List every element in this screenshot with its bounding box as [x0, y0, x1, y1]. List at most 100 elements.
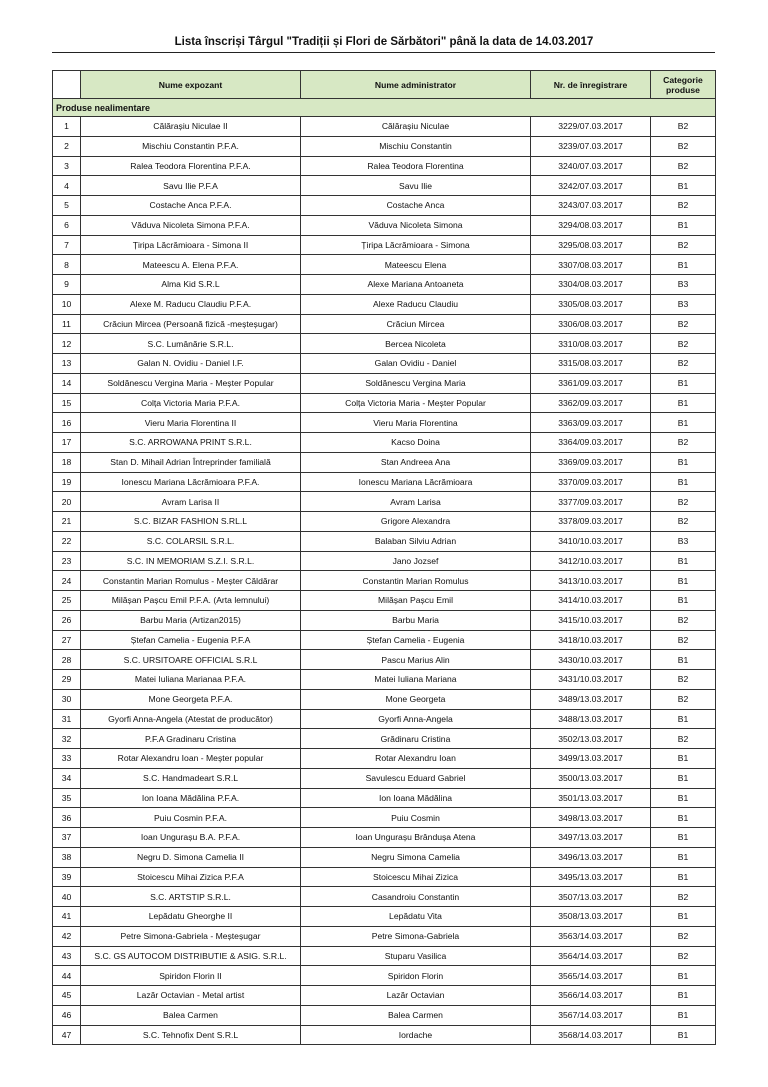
header-exhibitor: Nume expozant [80, 70, 301, 99]
product-category: B2 [650, 669, 716, 690]
row-number: 16 [52, 412, 81, 433]
administrator-name: Văduva Nicoleta Simona [300, 214, 531, 236]
table-row: 7 Țiripa Lăcrămioara - Simona II Țiripa Lă… [52, 234, 716, 256]
row-number: 38 [52, 846, 81, 868]
product-category: B1 [650, 985, 716, 1006]
row-number: 13 [52, 353, 81, 374]
table-row: 40 S.C. ARTSTIP S.R.L. Casandroiu Constant… [52, 886, 716, 907]
administrator-name: Crăciun Mircea [300, 313, 531, 335]
product-category: B1 [650, 708, 716, 730]
product-category: B1 [650, 787, 716, 809]
row-number: 12 [52, 333, 81, 354]
registration-number: 3410/10.03.2017 [530, 530, 651, 552]
registration-number: 3363/09.03.2017 [530, 412, 651, 433]
exhibitor-name: Ralea Teodora Florentina P.F.A. [80, 155, 301, 177]
product-category: B1 [650, 807, 716, 828]
product-category: B1 [650, 649, 716, 670]
row-number: 36 [52, 807, 81, 828]
table-row: 36 Puiu Cosmin P.F.A. Puiu Cosmin 3498/13.0… [52, 807, 716, 828]
exhibitor-name: S.C. Tehnofix Dent S.R.L [80, 1024, 301, 1046]
registration-number: 3378/09.03.2017 [530, 511, 651, 532]
table-row: 26 Barbu Maria (Artizan2015) Barbu Maria 34… [52, 609, 716, 631]
exhibitor-name: Stoicescu Mihai Zizica P.F.A [80, 866, 301, 888]
administrator-name: Galan Ovidiu - Daniel [300, 353, 531, 374]
administrator-name: Grigore Alexandra [300, 511, 531, 532]
exhibitor-name: Lazăr Octavian - Metal artist [80, 985, 301, 1006]
product-category: B2 [650, 886, 716, 907]
row-number: 10 [52, 293, 81, 315]
registration-number: 3430/10.03.2017 [530, 649, 651, 670]
product-category: B2 [650, 925, 716, 947]
table-row: 39 Stoicescu Mihai Zizica P.F.A Stoicescu … [52, 866, 716, 888]
row-number: 41 [52, 906, 81, 927]
table-row: 9 Alma Kid S.R.L Alexe Mariana Antoaneta 33… [52, 274, 716, 295]
row-number: 28 [52, 649, 81, 670]
registration-number: 3306/08.03.2017 [530, 313, 651, 335]
registration-number: 3370/09.03.2017 [530, 471, 651, 493]
registration-number: 3242/07.03.2017 [530, 175, 651, 196]
row-number: 43 [52, 945, 81, 967]
registration-number: 3315/08.03.2017 [530, 353, 651, 374]
product-category: B2 [650, 629, 716, 651]
table-row: 1 Călărașiu Niculae II Călărașiu Niculae 32… [52, 116, 716, 137]
registration-number: 3564/14.03.2017 [530, 945, 651, 967]
administrator-name: Mateescu Elena [300, 254, 531, 275]
product-category: B1 [650, 1024, 716, 1046]
administrator-name: Matei Iuliana Mariana [300, 669, 531, 690]
row-number: 33 [52, 748, 81, 769]
registration-number: 3497/13.03.2017 [530, 827, 651, 848]
exhibitor-name: S.C. BIZAR FASHION S.RL.L [80, 511, 301, 532]
administrator-name: Barbu Maria [300, 609, 531, 631]
exhibitor-name: Alma Kid S.R.L [80, 274, 301, 295]
registration-number: 3239/07.03.2017 [530, 135, 651, 157]
exhibitor-name: Lepădatu Gheorghe II [80, 906, 301, 927]
exhibitor-name: Rotar Alexandru Ioan - Meșter popular [80, 748, 301, 769]
product-category: B3 [650, 530, 716, 552]
administrator-name: Gyorfi Anna-Angela [300, 708, 531, 730]
administrator-name: Vieru Maria Florentina [300, 412, 531, 433]
registration-number: 3500/13.03.2017 [530, 767, 651, 789]
exhibitor-name: Alexe M. Raducu Claudiu P.F.A. [80, 293, 301, 315]
row-number: 24 [52, 570, 81, 591]
administrator-name: Stoicescu Mihai Zizica [300, 866, 531, 888]
table-row: 34 S.C. Handmadeart S.R.L Savulescu Eduard… [52, 767, 716, 789]
exhibitor-name: Soldănescu Vergina Maria - Meșter Popula… [80, 372, 301, 394]
row-number: 40 [52, 886, 81, 907]
administrator-name: Balaban Silviu Adrian [300, 530, 531, 552]
registration-number: 3240/07.03.2017 [530, 155, 651, 177]
administrator-name: Rotar Alexandru Ioan [300, 748, 531, 769]
row-number: 42 [52, 925, 81, 947]
product-category: B1 [650, 214, 716, 236]
table-row: 23 S.C. IN MEMORIAM S.Z.I. S.R.L. Jano Joz… [52, 550, 716, 572]
registration-number: 3563/14.03.2017 [530, 925, 651, 947]
administrator-name: Călărașiu Niculae [300, 116, 531, 137]
registration-number: 3565/14.03.2017 [530, 965, 651, 986]
table-row: 14 Soldănescu Vergina Maria - Meșter Popu… [52, 372, 716, 394]
row-number: 2 [52, 135, 81, 157]
registration-number: 3361/09.03.2017 [530, 372, 651, 394]
administrator-name: Constantin Marian Romulus [300, 570, 531, 591]
administrator-name: Ion Ioana Mădălina [300, 787, 531, 809]
registration-number: 3489/13.03.2017 [530, 688, 651, 710]
exhibitor-name: S.C. IN MEMORIAM S.Z.I. S.R.L. [80, 550, 301, 572]
product-category: B1 [650, 846, 716, 868]
row-number: 17 [52, 432, 81, 453]
registration-number: 3431/10.03.2017 [530, 669, 651, 690]
registration-number: 3488/13.03.2017 [530, 708, 651, 730]
header-registration: Nr. de înregistrare [530, 70, 651, 99]
product-category: B1 [650, 392, 716, 414]
table-row: 29 Matei Iuliana Marianaa P.F.A. Matei Iul… [52, 669, 716, 690]
product-category: B1 [650, 451, 716, 473]
product-category: B1 [650, 767, 716, 789]
row-number: 8 [52, 254, 81, 275]
administrator-name: Jano Jozsef [300, 550, 531, 572]
administrator-name: Savulescu Eduard Gabriel [300, 767, 531, 789]
table-row: 4 Savu Ilie P.F.A Savu Ilie 3242/07.03.2017… [52, 175, 716, 196]
table-row: 33 Rotar Alexandru Ioan - Meșter popular R… [52, 748, 716, 769]
registration-number: 3495/13.03.2017 [530, 866, 651, 888]
administrator-name: Stan Andreea Ana [300, 451, 531, 473]
table-row: 31 Gyorfi Anna-Angela (Atestat de producă… [52, 708, 716, 730]
administrator-name: Avram Larisa [300, 491, 531, 512]
row-number: 27 [52, 629, 81, 651]
exhibitor-name: S.C. COLARSIL S.R.L. [80, 530, 301, 552]
